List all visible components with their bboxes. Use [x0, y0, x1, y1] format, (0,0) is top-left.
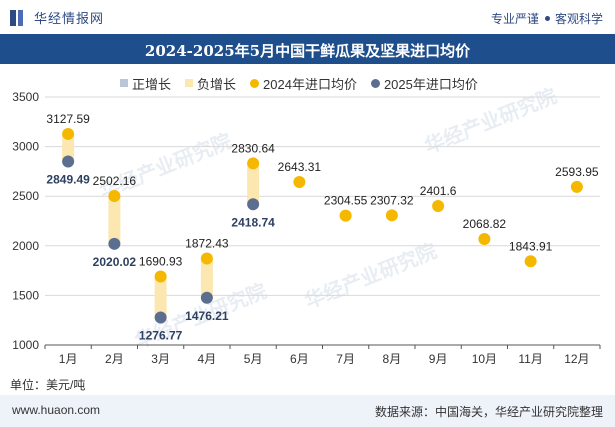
legend-item-positive: 正增长: [120, 74, 171, 93]
change-bar: [108, 195, 121, 244]
x-tick-label: 12月: [564, 352, 589, 366]
legend-item-negative: 负增长: [185, 74, 236, 93]
data-label-2024: 1872.43: [185, 236, 229, 250]
x-tick-label: 2月: [105, 352, 124, 366]
data-label-2024: 1690.93: [139, 254, 183, 268]
x-tick-label: 9月: [429, 352, 448, 366]
footer: www.huaon.com 数据来源：中国海关，华经产业研究院整理: [0, 395, 615, 427]
point-2025: [62, 155, 75, 168]
brand-name: 华经情报网: [34, 11, 105, 26]
y-tick-label: 1000: [12, 338, 39, 352]
chart-title: 2024-2025年5月中国干鲜瓜果及坚果进口均价: [144, 42, 471, 60]
x-tick-label: 8月: [383, 352, 402, 366]
x-tick-label: 3月: [151, 352, 170, 366]
point-2025: [108, 237, 121, 250]
legend-swatch-positive: [120, 79, 128, 87]
point-2024: [570, 180, 583, 193]
point-2024: [200, 252, 213, 265]
legend-swatch-2025: [370, 78, 380, 88]
slogan-right: 客观科学: [554, 12, 603, 26]
y-tick-label: 2500: [12, 189, 39, 203]
data-label-2024: 2830.64: [231, 141, 275, 155]
top-bar: 华经情报网 专业严谨 客观科学: [0, 0, 615, 34]
point-2024: [108, 189, 121, 202]
data-label-2024: 2643.31: [278, 160, 322, 174]
point-2024: [154, 270, 167, 283]
point-2024: [62, 127, 75, 140]
chart-legend: 正增长 负增长 2024年进口均价 2025年进口均价: [120, 72, 492, 94]
x-tick-label: 10月: [472, 352, 497, 366]
data-label-2025: 1476.21: [185, 309, 229, 323]
legend-swatch-2024: [250, 78, 260, 88]
data-label-2024: 2307.32: [370, 193, 414, 207]
change-bar: [200, 258, 213, 298]
brand: 华经情报网: [10, 8, 104, 27]
footer-source: 数据来源：中国海关，华经产业研究院整理: [374, 405, 603, 419]
data-label-2025: 2418.74: [231, 215, 275, 229]
legend-item-2024: 2024年进口均价: [250, 74, 357, 93]
y-tick-label: 1500: [12, 288, 39, 302]
x-tick-label: 6月: [290, 352, 309, 366]
point-2024: [293, 175, 306, 188]
y-tick-label: 3000: [12, 140, 39, 154]
unit-label: 单位：美元/吨: [10, 378, 86, 392]
data-label-2024: 2304.55: [324, 194, 368, 208]
data-label-2024: 2401.6: [420, 184, 457, 198]
data-label-2024: 1843.91: [509, 239, 553, 253]
x-tick-label: 7月: [336, 352, 355, 366]
change-bar: [247, 163, 260, 205]
point-2024: [524, 255, 537, 268]
change-bar: [154, 276, 167, 318]
data-label-2024: 3127.59: [46, 112, 90, 126]
slogan: 专业严谨 客观科学: [491, 10, 603, 27]
data-label-2024: 2502.16: [93, 174, 137, 188]
point-2025: [154, 311, 167, 324]
x-tick-label: 11月: [518, 352, 542, 366]
bullet-icon: [544, 16, 550, 22]
x-tick-label: 1月: [59, 352, 78, 366]
point-2025: [200, 291, 213, 304]
data-label-2025: 2020.02: [93, 255, 137, 269]
legend-label-2024: 2024年进口均价: [263, 76, 357, 92]
legend-label-negative: 负增长: [197, 76, 237, 92]
change-bar: [62, 133, 75, 162]
x-tick-label: 4月: [198, 352, 217, 366]
title-band: 2024-2025年5月中国干鲜瓜果及坚果进口均价: [0, 34, 615, 64]
point-2024: [432, 199, 445, 212]
legend-item-2025: 2025年进口均价: [370, 74, 478, 93]
point-2024: [385, 209, 398, 222]
point-2024: [339, 209, 352, 222]
point-2024: [247, 157, 260, 170]
data-label-2024: 2593.95: [555, 165, 599, 179]
slogan-left: 专业严谨: [490, 12, 539, 26]
x-tick-label: 5月: [244, 352, 263, 366]
data-label-2024: 2068.82: [463, 217, 507, 231]
data-label-2025: 2849.49: [46, 173, 90, 187]
brand-logo-icon: [10, 9, 28, 26]
y-tick-label: 2000: [12, 239, 39, 253]
legend-label-2025: 2025年进口均价: [383, 76, 478, 92]
footer-site: www.huaon.com: [12, 403, 101, 417]
data-label-2025: 1276.77: [139, 329, 183, 343]
y-tick-label: 3500: [12, 90, 39, 104]
point-2025: [247, 198, 260, 211]
legend-swatch-negative: [185, 79, 194, 87]
point-2024: [478, 232, 491, 245]
legend-label-positive: 正增长: [132, 76, 172, 92]
